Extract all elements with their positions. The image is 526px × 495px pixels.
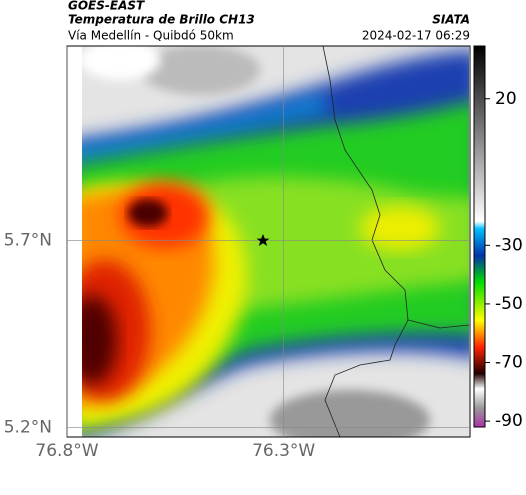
- x-tick-label: 76.8°W: [35, 441, 98, 461]
- x-tick-label: 76.3°W: [252, 441, 315, 461]
- colorbar: [473, 45, 486, 428]
- colorbar-tick-label: -30: [495, 235, 523, 255]
- colorbar-tick-label: -90: [495, 411, 523, 431]
- route: Vía Medellín - Quibdó 50km: [68, 29, 234, 43]
- axes: 76.8°W 76.3°W 5.2°N 5.7°N: [4, 46, 470, 461]
- colorbar-tick-label: 20: [495, 89, 517, 109]
- colorbar-axis: 20 -30 -50 -70 -90: [485, 89, 523, 431]
- timestamp: 2024-02-17 06:29: [362, 29, 470, 43]
- source: GOES-EAST: [68, 0, 145, 13]
- satellite-image: [82, 46, 469, 437]
- colorbar-tick-label: -50: [495, 294, 523, 314]
- y-tick-label: 5.2°N: [4, 418, 52, 438]
- y-tick-label: 5.7°N: [4, 231, 52, 251]
- title: Temperatura de Brillo CH13: [68, 13, 255, 27]
- org: SIATA: [432, 13, 470, 27]
- city-marker: [256, 234, 270, 246]
- colorbar-tick-label: -70: [495, 353, 523, 373]
